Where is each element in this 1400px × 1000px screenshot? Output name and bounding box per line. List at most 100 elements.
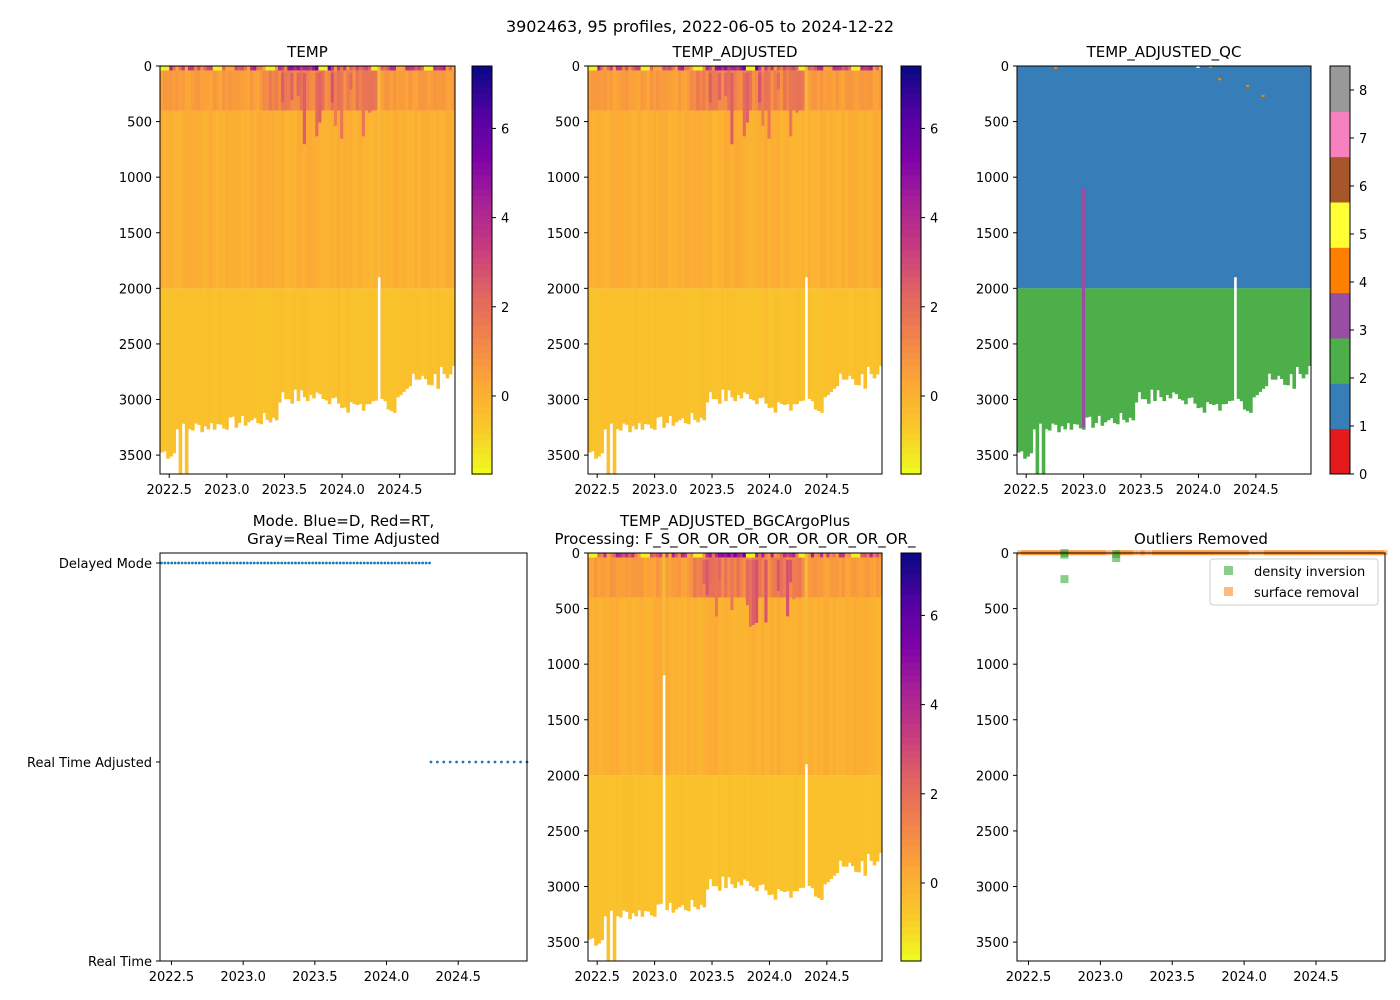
profile-column: [597, 110, 601, 289]
profile-column: [782, 110, 787, 289]
qc-column: [1255, 66, 1259, 289]
profile-column: [721, 70, 725, 111]
profile-column: [714, 553, 719, 558]
profile-column: [696, 553, 700, 558]
profile-column: [324, 288, 329, 401]
profile-column: [863, 66, 868, 71]
qc-column: [1054, 288, 1058, 425]
qc-column: [1035, 288, 1040, 474]
profile-column: [810, 775, 815, 889]
profile-column: [643, 70, 648, 111]
profile-column: [878, 288, 883, 366]
colorbar-segment: [901, 256, 921, 264]
profile-column: [436, 70, 440, 111]
profile-column: [399, 70, 403, 111]
colorbar-segment: [901, 215, 921, 224]
profile-column: [309, 110, 313, 289]
profile-column: [652, 553, 657, 558]
profile-column: [194, 110, 198, 289]
profile-column: [875, 70, 880, 111]
profile-column: [683, 66, 688, 71]
profile-column: [832, 66, 837, 71]
colorbar-segment: [472, 181, 492, 190]
profile-column: [801, 70, 806, 111]
profile-column: [860, 70, 864, 111]
profile-column: [628, 70, 632, 111]
profile-column: [606, 597, 611, 776]
profile-column: [361, 72, 366, 137]
profile-column: [789, 775, 793, 898]
x-tick-label: 2022.5: [149, 970, 195, 985]
profile-column: [262, 288, 267, 414]
profile-column: [594, 553, 598, 558]
profile-column: [439, 110, 444, 289]
profile-column: [835, 288, 840, 387]
profile-column: [640, 553, 645, 558]
profile-column: [699, 557, 704, 598]
profile-column: [302, 288, 307, 398]
profile-column: [392, 66, 397, 71]
profile-column: [600, 70, 604, 111]
profile-column: [733, 597, 738, 776]
profile-column: [680, 597, 685, 776]
profile-column: [163, 66, 167, 71]
profile-column: [721, 553, 725, 558]
profile-column: [597, 66, 601, 71]
qc-column: [1283, 66, 1287, 289]
colorbar-segment: [901, 331, 921, 339]
colorbar-segment: [901, 276, 921, 285]
profile-column: [813, 288, 818, 410]
profile-column: [656, 775, 660, 905]
profile-column: [792, 553, 796, 558]
colorbar-segment: [901, 600, 921, 609]
profile-column: [215, 288, 220, 425]
profile-column: [423, 110, 428, 289]
profile-column: [625, 70, 629, 111]
profile-column: [340, 110, 344, 289]
profile-column: [683, 597, 688, 776]
profile-column: [795, 557, 799, 598]
profile-column: [702, 288, 707, 421]
panel-subtitle: Processing: F_S_OR_OR_OR_OR_OR_OR_OR_OR_: [555, 530, 916, 549]
qc-column: [1063, 66, 1068, 289]
profile-column: [187, 110, 192, 289]
axes-frame: [587, 552, 883, 962]
qc-column: [1264, 66, 1269, 289]
qc-column: [1060, 288, 1064, 427]
mode-point: [400, 561, 404, 565]
colorbar-segment: [901, 607, 921, 615]
colorbar-segment: [472, 297, 492, 305]
profile-column: [315, 288, 319, 393]
profile-column: [680, 288, 685, 419]
profile-column: [801, 597, 806, 776]
qc-column: [1295, 288, 1300, 367]
density-inversion-point: [1060, 575, 1069, 584]
x-tick-label: 2023.0: [1078, 970, 1124, 985]
y-tick-label: 3500: [547, 936, 580, 951]
profile-column: [265, 288, 270, 420]
colorbar-segment: [1330, 338, 1350, 384]
colorbar-segment: [901, 573, 921, 581]
qc-column: [1233, 66, 1238, 278]
qc-column: [1307, 288, 1312, 366]
colorbar-tick-label: 4: [1359, 276, 1367, 291]
colorbar-tick-label: 1: [1359, 420, 1367, 435]
profile-column: [637, 70, 642, 111]
colorbar-segment: [901, 838, 921, 847]
qc-column: [1184, 288, 1188, 405]
profile-column: [798, 775, 803, 889]
colorbar-segment: [901, 79, 921, 88]
profile-column: [637, 597, 642, 776]
mode-point: [276, 561, 280, 565]
profile-column: [875, 288, 880, 375]
profile-column: [860, 557, 864, 598]
profile-column: [761, 775, 765, 885]
qc-column: [1057, 288, 1061, 433]
qc-column: [1171, 288, 1176, 393]
profile-column: [327, 66, 332, 71]
profile-column: [866, 110, 871, 289]
profile-column: [588, 597, 592, 776]
profile-column: [764, 70, 768, 111]
profile-column: [717, 66, 722, 71]
profile-column: [246, 288, 251, 423]
